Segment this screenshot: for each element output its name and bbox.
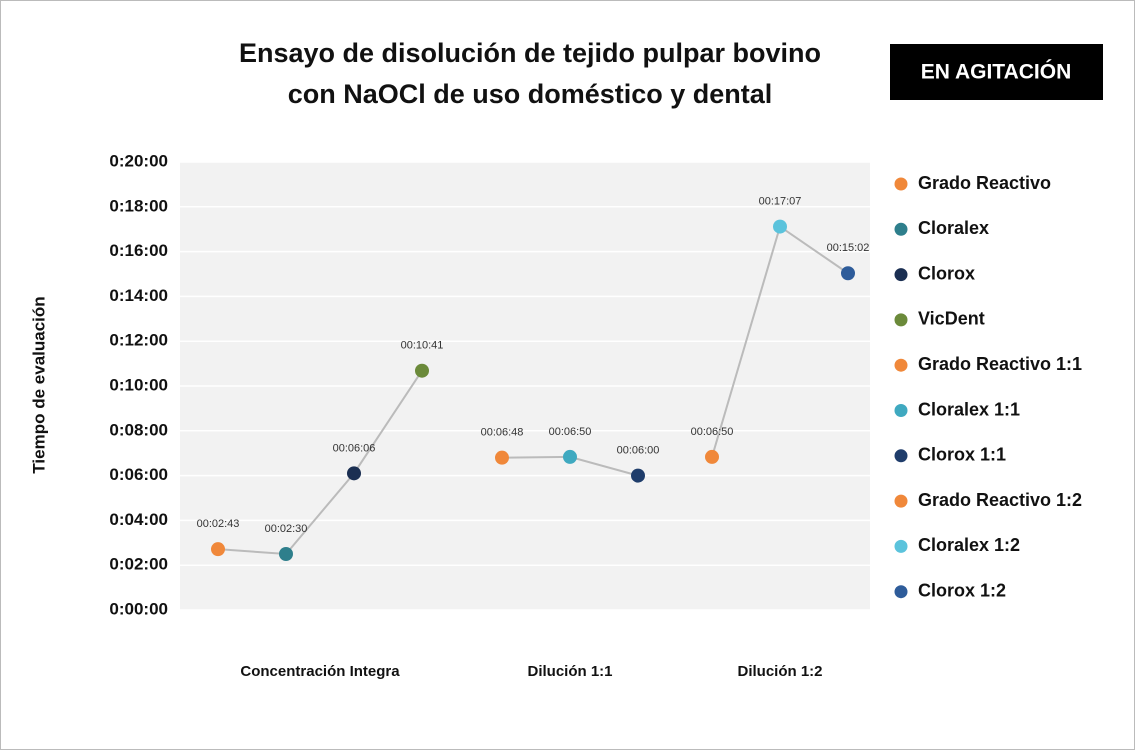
data-label: 00:02:43 xyxy=(197,518,240,530)
legend-label: Clorox 1:2 xyxy=(918,580,1006,600)
legend-marker xyxy=(894,449,908,463)
legend-marker xyxy=(894,494,908,508)
point xyxy=(563,449,577,464)
legend-label: Clorox xyxy=(918,263,975,283)
x-tick-label: Concentración Integra xyxy=(240,663,400,680)
point xyxy=(841,266,855,281)
legend-marker xyxy=(894,585,908,599)
data-label: 00:06:48 xyxy=(481,427,524,439)
y-tick-label: 0:08:00 xyxy=(109,420,168,439)
legend-marker xyxy=(894,358,908,372)
legend-label: VicDent xyxy=(918,309,985,329)
legend-label: Grado Reactivo 1:1 xyxy=(918,354,1082,374)
legend-marker xyxy=(894,539,908,553)
y-tick-label: 0:18:00 xyxy=(109,196,168,215)
point xyxy=(415,363,429,378)
data-label: 00:06:50 xyxy=(549,426,592,438)
point xyxy=(705,449,719,464)
y-tick-label: 0:00:00 xyxy=(109,599,168,618)
y-tick-label: 0:10:00 xyxy=(109,375,168,394)
legend-label: Cloralex 1:1 xyxy=(918,399,1020,419)
legend-label: Clorox 1:1 xyxy=(918,445,1006,465)
point xyxy=(347,466,361,481)
line xyxy=(217,370,423,556)
data-label: 00:02:30 xyxy=(265,523,308,535)
y-tick-label: 0:14:00 xyxy=(109,286,168,305)
data-label: 00:10:41 xyxy=(401,340,444,352)
y-tick-label: 0:06:00 xyxy=(109,465,168,484)
legend-marker xyxy=(894,268,908,282)
data-label: 00:15:02 xyxy=(827,242,870,254)
badge-box xyxy=(890,44,1103,100)
x-tick-label: Dilución 1:2 xyxy=(737,663,822,680)
legend-marker xyxy=(894,222,908,236)
point xyxy=(279,547,293,561)
legend-marker xyxy=(894,404,908,417)
y-tick-label: 0:16:00 xyxy=(109,241,168,260)
x-tick-label: Dilución 1:1 xyxy=(527,663,612,680)
legend-marker xyxy=(894,177,908,191)
point xyxy=(211,542,225,557)
point xyxy=(773,219,787,234)
legend-label: Grado Reactivo xyxy=(918,173,1051,193)
data-label: 00:06:50 xyxy=(691,426,734,438)
chart-title: con NaOCl de uso doméstico y dental xyxy=(288,79,773,109)
y-tick-label: 0:12:00 xyxy=(109,331,168,350)
point xyxy=(495,450,509,465)
y-tick-label: 0:20:00 xyxy=(109,151,168,170)
badge: EN AGITACIÓN xyxy=(921,60,1072,84)
legend-marker xyxy=(894,313,908,327)
y-axis-label: Tiempo de evaluación xyxy=(29,296,48,473)
data-label: 00:17:07 xyxy=(759,195,802,207)
legend-label: Grado Reactivo 1:2 xyxy=(918,490,1082,510)
data-label: 00:06:00 xyxy=(617,445,660,457)
chart-title: Ensayo de disolución de tejido pulpar bo… xyxy=(239,38,821,68)
data-label: 00:06:06 xyxy=(333,442,376,454)
legend-label: Cloralex 1:2 xyxy=(918,535,1020,555)
y-tick-label: 0:02:00 xyxy=(109,555,168,574)
point xyxy=(631,468,645,483)
y-tick-label: 0:04:00 xyxy=(109,510,168,529)
legend-label: Cloralex xyxy=(918,218,989,238)
